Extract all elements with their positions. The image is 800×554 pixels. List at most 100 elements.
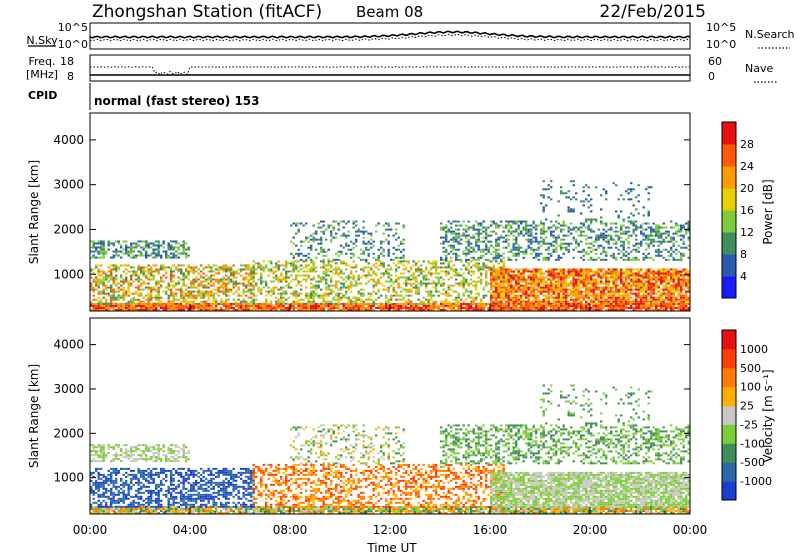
power-cell (577, 250, 580, 253)
power-cell (627, 282, 630, 285)
power-cell (412, 260, 415, 263)
power-cell (200, 282, 203, 285)
power-cell (397, 308, 400, 311)
power-cell (600, 280, 603, 283)
freq-right-tick-bottom: 0 (708, 70, 715, 83)
power-cell (425, 306, 428, 309)
power-cell (190, 284, 193, 287)
power-cell (555, 282, 558, 285)
power-cell (627, 306, 630, 309)
power-cell (290, 262, 293, 265)
power-cell (385, 280, 388, 283)
power-cell (477, 256, 480, 259)
power-cell (467, 262, 470, 265)
power-cell (220, 306, 223, 309)
power-cell (540, 292, 543, 295)
power-cell (197, 282, 200, 285)
power-cell (405, 276, 408, 279)
power-cell (585, 294, 588, 297)
power-cell (545, 286, 548, 289)
power-cell (230, 306, 233, 309)
power-cell (135, 302, 138, 305)
power-cell (247, 306, 250, 309)
power-cell (590, 278, 593, 281)
power-cell (520, 278, 523, 281)
power-cell (630, 284, 633, 287)
power-cell (445, 274, 448, 277)
power-cell (617, 292, 620, 295)
power-cell (655, 296, 658, 299)
power-cell (297, 260, 300, 263)
power-cell (212, 264, 215, 267)
power-cell (520, 306, 523, 309)
power-cell (322, 308, 325, 311)
power-cell (582, 294, 585, 297)
power-cell (235, 302, 238, 305)
power-cell (265, 306, 268, 309)
power-cell (500, 220, 503, 223)
power-cell (110, 288, 113, 291)
power-cell (555, 304, 558, 307)
power-cell (132, 304, 135, 307)
power-cell (515, 222, 518, 225)
power-cell (577, 226, 580, 229)
power-cell (155, 296, 158, 299)
power-cell (390, 306, 393, 309)
power-cell (440, 308, 443, 311)
power-cell (355, 220, 358, 223)
power-cell (467, 220, 470, 223)
power-cell (662, 284, 665, 287)
power-cell (207, 304, 210, 307)
power-cell (625, 274, 628, 277)
power-cell (567, 268, 570, 271)
power-cell (455, 272, 458, 275)
power-cell (290, 306, 293, 309)
power-cell (500, 288, 503, 291)
power-cell (627, 300, 630, 303)
power-cell (597, 302, 600, 305)
power-cell (585, 270, 588, 273)
power-cell (612, 284, 615, 287)
power-cell (307, 274, 310, 277)
power-cell (645, 292, 648, 295)
power-cell (310, 248, 313, 251)
power-cell (332, 302, 335, 305)
power-cell (385, 308, 388, 311)
power-cell (97, 302, 100, 305)
power-cell (622, 280, 625, 283)
power-cell (595, 238, 598, 241)
power-cell (542, 226, 545, 229)
power-cell (612, 286, 615, 289)
power-cell (525, 282, 528, 285)
power-cell (517, 254, 520, 257)
power-cell (235, 290, 238, 293)
power-cell (612, 222, 615, 225)
power-cell (340, 286, 343, 289)
power-cell (550, 304, 553, 307)
power-cell (560, 306, 563, 309)
power-cell (667, 272, 670, 275)
power-cell (287, 304, 290, 307)
power-cell (197, 290, 200, 293)
power-cell (572, 278, 575, 281)
power-cell (95, 248, 98, 251)
power-cell (110, 242, 113, 245)
power-cell (282, 292, 285, 295)
power-cell (607, 288, 610, 291)
power-cell (515, 252, 518, 255)
power-cell (527, 286, 530, 289)
power-cell (472, 272, 475, 275)
power-cell (505, 296, 508, 299)
power-cell (625, 300, 628, 303)
power-cell (130, 270, 133, 273)
power-cell (497, 236, 500, 239)
power-cell (537, 240, 540, 243)
power-cell (445, 272, 448, 275)
power-cell (640, 280, 643, 283)
power-cell (385, 238, 388, 241)
power-cell (587, 292, 590, 295)
power-cell (335, 282, 338, 285)
power-cell (345, 276, 348, 279)
power-cell (412, 282, 415, 285)
power-cell (360, 300, 363, 303)
